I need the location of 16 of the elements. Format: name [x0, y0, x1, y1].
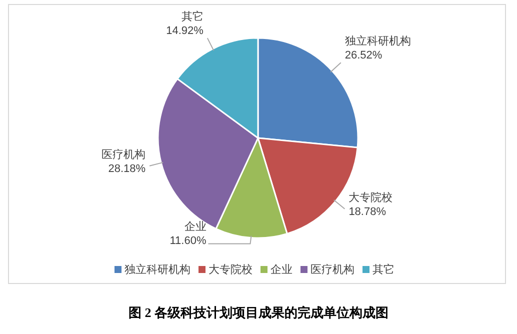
data-label: 26.52% — [344, 50, 382, 62]
slice-label: 企业 — [184, 220, 206, 233]
data-label: 18.78% — [348, 206, 386, 218]
slice-label: 医疗机构 — [102, 148, 146, 161]
data-label: 28.18% — [108, 162, 146, 175]
slice-label: 独立科研机构 — [344, 34, 411, 48]
slice-label: 其它 — [181, 10, 204, 24]
slice-label: 大专院校 — [348, 190, 393, 204]
legend-label: 企业 — [270, 263, 292, 276]
legend-label: 医疗机构 — [310, 263, 354, 276]
legend-label: 其它 — [372, 263, 394, 276]
legend-label: 大专院校 — [208, 263, 252, 276]
data-label: 11.60% — [170, 234, 206, 247]
data-label: 14.92% — [166, 25, 204, 38]
text: 图 2 各级科技计划项目成果的完成单位构成图 — [128, 305, 388, 320]
legend-label: 独立科研机构 — [124, 263, 190, 276]
